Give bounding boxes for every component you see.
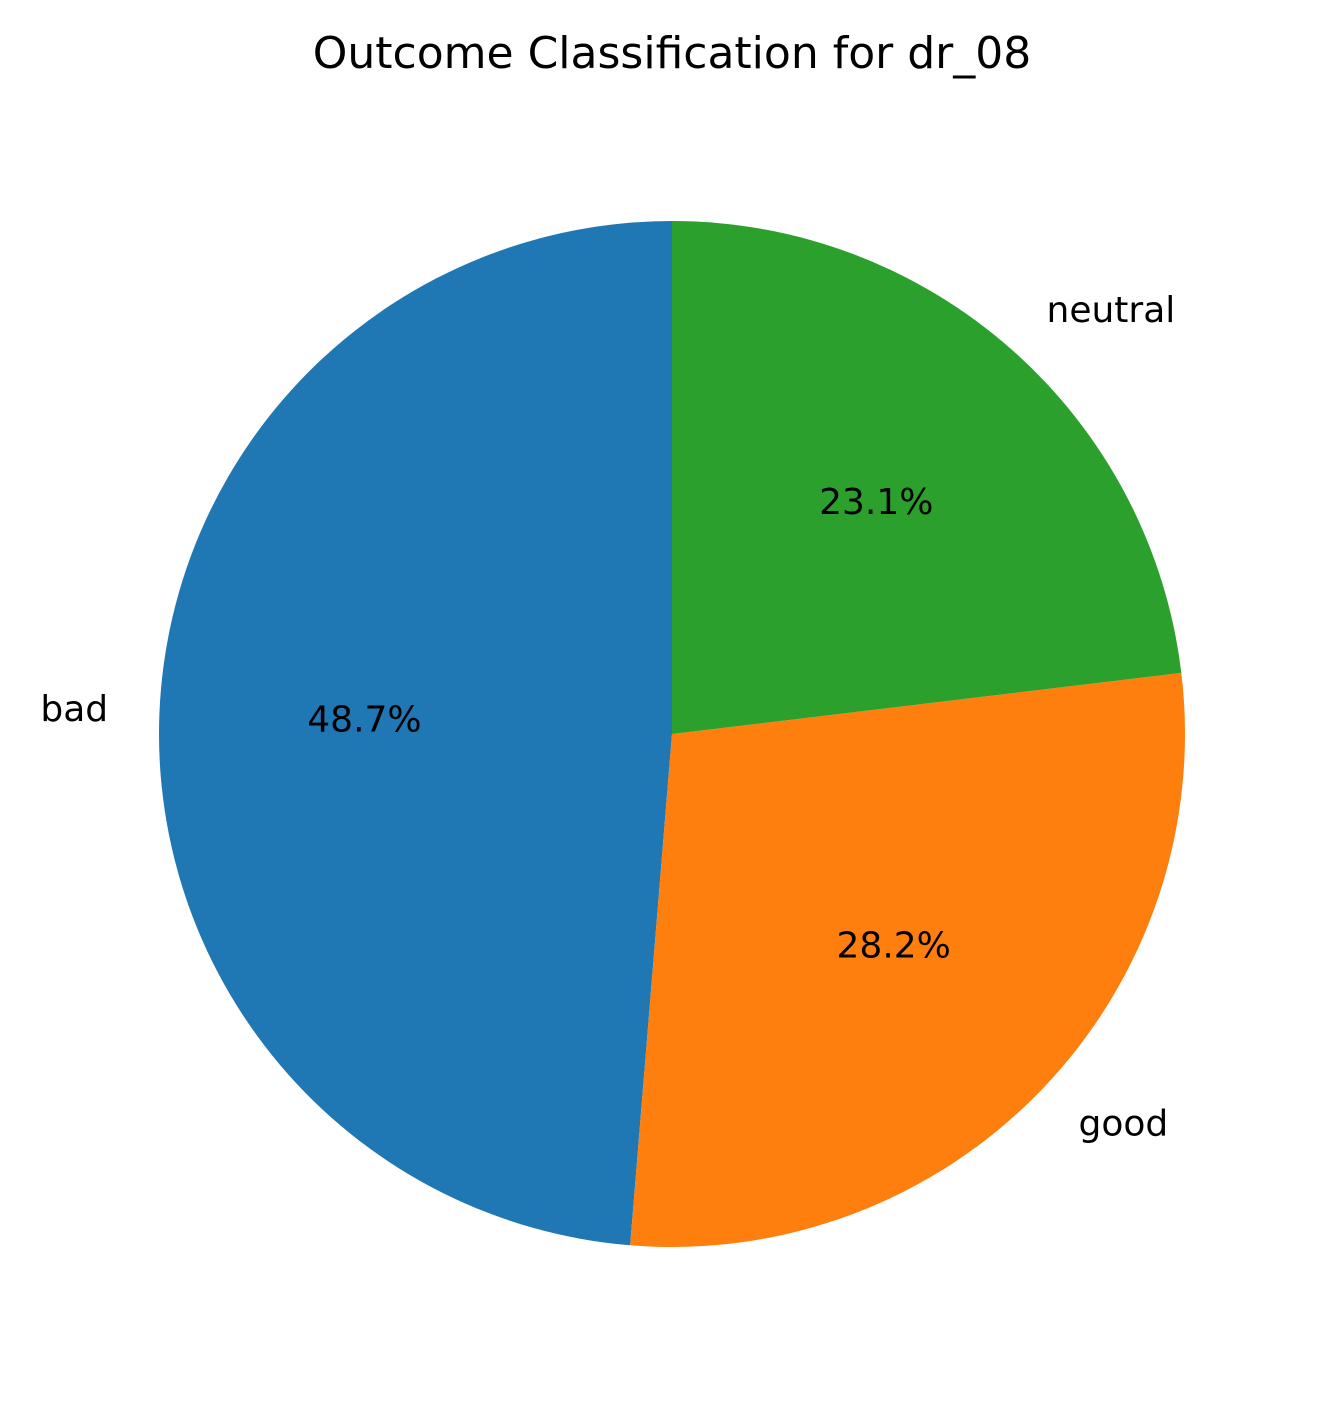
pie-labels: bad 48.7% good 28.2% neutral 23.1% xyxy=(40,290,1175,1145)
slice-percent-bad: 48.7% xyxy=(307,699,421,740)
slice-label-good: good xyxy=(1078,1103,1168,1144)
pie-slice-good xyxy=(630,672,1185,1247)
slice-percent-good: 28.2% xyxy=(837,926,951,967)
pie-slice-bad xyxy=(158,220,672,1246)
pie-slice-neutral xyxy=(672,221,1182,734)
slice-label-neutral: neutral xyxy=(1047,290,1176,331)
slice-label-bad: bad xyxy=(40,689,108,730)
slice-percent-neutral: 23.1% xyxy=(819,482,933,523)
chart-title: Outcome Classification for dr_08 xyxy=(313,28,1031,79)
pie-slices xyxy=(158,220,1185,1247)
